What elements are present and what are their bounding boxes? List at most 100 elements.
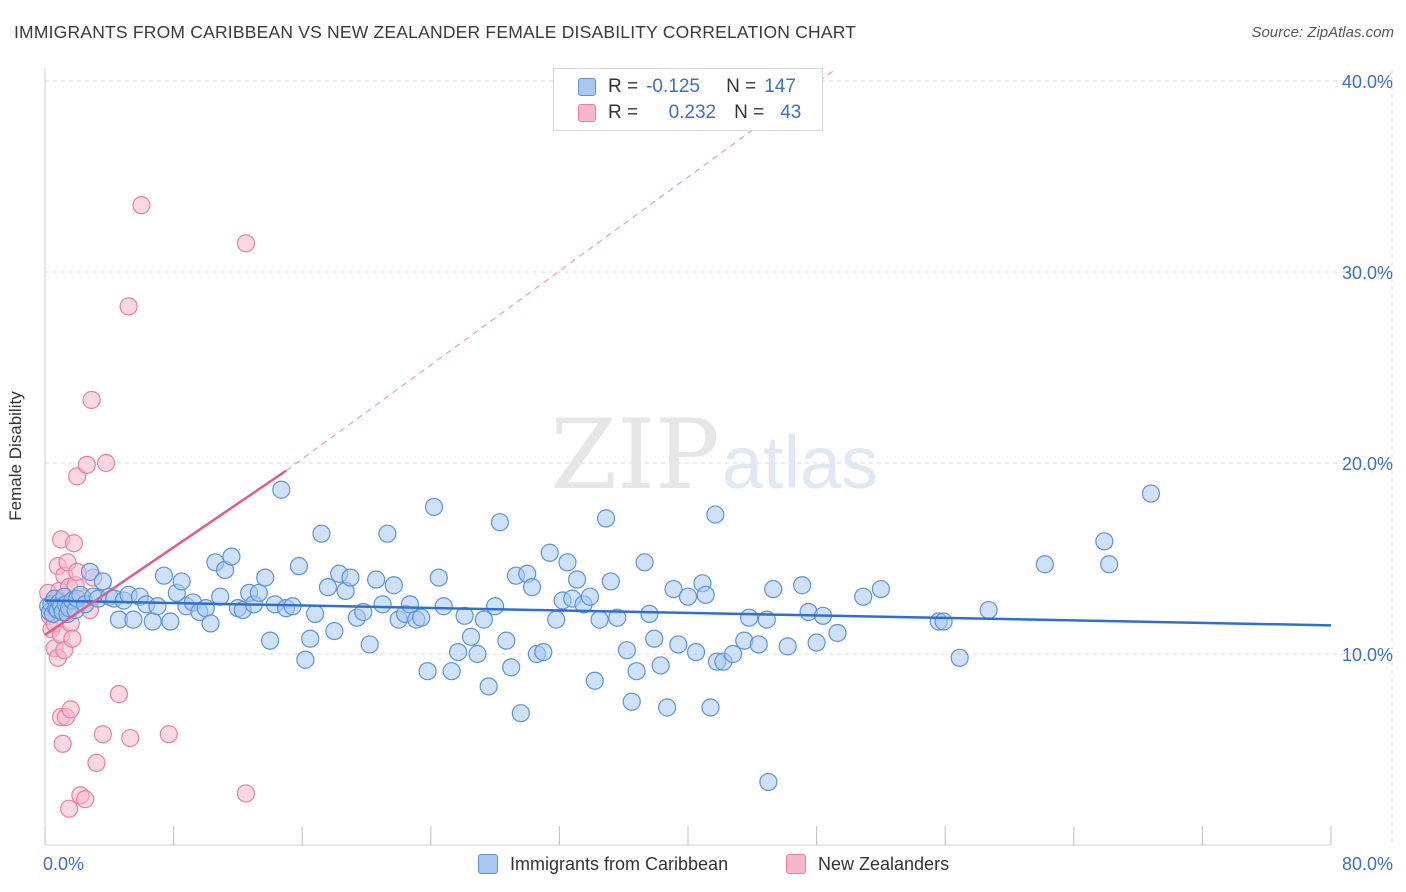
point-caribbean — [289, 557, 309, 576]
point-caribbean — [778, 637, 797, 656]
point-new-zealanders — [159, 725, 178, 744]
point-caribbean — [222, 547, 241, 566]
legend-n-value: 43 — [780, 102, 802, 123]
bottom-legend-new-zealanders: New Zealanders — [786, 852, 949, 876]
legend-row-new-zealanders: R = 0.232 N = 43 — [578, 101, 801, 125]
trend-line-new-zealanders-extension — [285, 70, 834, 472]
point-caribbean — [400, 595, 420, 614]
point-caribbean — [296, 650, 315, 669]
point-caribbean — [148, 597, 167, 616]
point-caribbean — [490, 513, 510, 532]
legend-r-value: -0.125 — [646, 76, 700, 97]
point-caribbean — [635, 553, 654, 572]
point-caribbean — [645, 629, 664, 648]
point-new-zealanders — [60, 799, 79, 818]
watermark-zip: ZIP — [550, 399, 719, 511]
point-caribbean — [80, 562, 100, 581]
point-caribbean — [759, 772, 778, 792]
x-tick-label-max: 80.0% — [1342, 854, 1393, 874]
point-caribbean — [640, 604, 659, 623]
point-new-zealanders — [119, 297, 138, 316]
point-caribbean — [567, 570, 587, 589]
point-caribbean — [585, 671, 604, 690]
legend-swatch-pink — [578, 104, 596, 122]
point-caribbean — [934, 612, 953, 631]
point-caribbean — [854, 587, 873, 606]
point-caribbean — [502, 658, 521, 677]
point-new-zealanders — [76, 790, 95, 809]
point-caribbean — [1035, 555, 1054, 574]
point-caribbean — [384, 576, 403, 595]
point-new-zealanders — [93, 725, 112, 744]
point-caribbean — [950, 648, 969, 667]
point-caribbean — [601, 572, 620, 591]
point-caribbean — [93, 572, 112, 591]
y-axis-label: Female Disability — [6, 391, 25, 521]
trend-line-caribbean — [44, 599, 1332, 627]
point-new-zealanders — [63, 629, 82, 648]
point-caribbean — [580, 587, 600, 606]
point-caribbean — [1100, 555, 1119, 574]
point-caribbean — [378, 524, 397, 543]
legend-n-value: 147 — [764, 76, 796, 97]
point-caribbean — [474, 610, 493, 629]
point-caribbean — [341, 568, 360, 587]
point-new-zealanders — [87, 753, 106, 772]
y-tick-label: 20.0% — [1342, 454, 1393, 474]
legend-n-label: N = — [726, 76, 757, 97]
point-caribbean — [367, 570, 386, 589]
point-caribbean — [590, 610, 609, 629]
point-caribbean — [608, 608, 627, 627]
legend-r-label: R = — [608, 76, 639, 97]
point-caribbean — [143, 612, 162, 631]
point-new-zealanders — [132, 196, 151, 215]
point-new-zealanders — [61, 700, 80, 719]
point-caribbean — [658, 698, 677, 717]
y-tick-label: 40.0% — [1342, 72, 1393, 92]
point-caribbean — [461, 627, 481, 646]
source-label: Source: ZipAtlas.com — [1251, 24, 1394, 41]
point-caribbean — [706, 505, 725, 524]
point-caribbean — [547, 610, 566, 629]
point-caribbean — [511, 704, 530, 723]
point-caribbean — [486, 597, 505, 616]
point-caribbean — [807, 633, 826, 652]
legend-box: R = -0.125 N = 147 R = 0.232 N = 43 — [553, 68, 823, 131]
bottom-legend-swatch-pink — [786, 854, 806, 874]
point-caribbean — [196, 599, 215, 618]
legend-swatch-blue — [578, 78, 596, 96]
point-caribbean — [272, 480, 291, 499]
trend-line-new-zealanders — [44, 469, 287, 636]
point-caribbean — [764, 579, 783, 599]
bottom-legend-label: Immigrants from Caribbean — [510, 853, 729, 874]
point-caribbean — [260, 631, 280, 650]
point-caribbean — [124, 610, 143, 629]
point-caribbean — [318, 578, 338, 597]
point-caribbean — [154, 566, 174, 585]
point-caribbean — [793, 576, 812, 595]
legend-r-label: R = — [608, 102, 639, 123]
point-caribbean — [686, 642, 706, 662]
legend-r-value: 0.232 — [668, 102, 717, 123]
point-caribbean — [871, 579, 891, 599]
bottom-legend-label: New Zealanders — [818, 853, 950, 874]
point-caribbean — [201, 614, 220, 633]
point-caribbean — [617, 641, 637, 660]
point-caribbean — [449, 642, 468, 662]
watermark-atlas: atlas — [722, 421, 878, 504]
point-caribbean — [739, 608, 759, 627]
point-caribbean — [1095, 532, 1114, 551]
point-caribbean — [161, 612, 180, 631]
point-new-zealanders — [236, 234, 256, 253]
point-caribbean — [1141, 484, 1161, 503]
point-caribbean — [479, 677, 498, 696]
chart-title: IMMIGRANTS FROM CARIBBEAN VS NEW ZEALAND… — [14, 22, 857, 42]
point-caribbean — [455, 606, 474, 625]
series-new-zealanders — [39, 196, 256, 818]
point-caribbean — [540, 543, 559, 562]
point-caribbean — [418, 662, 437, 681]
point-caribbean — [558, 553, 577, 572]
point-caribbean — [442, 662, 461, 681]
point-caribbean — [678, 587, 698, 606]
